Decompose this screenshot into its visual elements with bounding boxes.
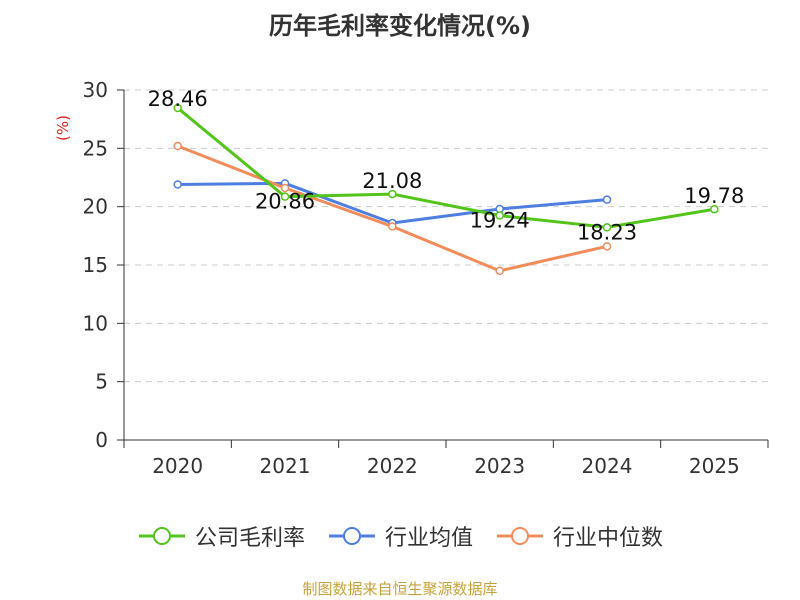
- data-point: [602, 195, 612, 204]
- data-point: [173, 141, 182, 151]
- x-tick-label: 2025: [689, 454, 740, 478]
- data-label: 20.86: [255, 190, 315, 214]
- legend-item[interactable]: 行业均值: [327, 520, 473, 552]
- data-point: [602, 242, 612, 251]
- legend-label: 行业中位数: [553, 526, 664, 551]
- data-point: [280, 183, 290, 193]
- data-point: [173, 103, 182, 113]
- legend-label: 公司毛利率: [194, 526, 305, 551]
- series-line: [177, 144, 608, 273]
- x-tick-label: 2020: [152, 454, 203, 478]
- y-tick-label: 30: [83, 78, 108, 102]
- y-tick-label: 20: [83, 195, 108, 219]
- y-tick-label: 15: [83, 253, 108, 277]
- legend-swatch: [328, 527, 375, 545]
- data-point: [495, 211, 504, 220]
- legend-label: 行业均值: [384, 526, 473, 551]
- grid-lines: [124, 89, 768, 383]
- legend-swatch: [497, 527, 543, 545]
- series-line: [176, 106, 715, 229]
- data-point: [388, 222, 397, 231]
- data-label: 18.23: [577, 220, 637, 244]
- y-tick-label: 0: [95, 428, 108, 452]
- legend-item[interactable]: 公司毛利率: [137, 520, 305, 552]
- data-label: 19.78: [684, 184, 744, 208]
- data-label: 19.24: [470, 209, 530, 233]
- data-point: [495, 266, 504, 276]
- source-note: 制图数据来自恒生聚源数据库: [302, 580, 498, 598]
- y-axis-label: (%): [54, 115, 72, 141]
- x-tick-label: 2024: [582, 454, 633, 478]
- y-tick-label: 5: [95, 370, 108, 394]
- data-label: 21.08: [362, 169, 422, 193]
- y-tick-label: 25: [83, 136, 108, 160]
- legend: 公司毛利率 行业均值 行业中位数: [0, 520, 800, 552]
- series-lines: [173, 103, 719, 276]
- data-point: [710, 204, 719, 214]
- x-tick-label: 2023: [474, 454, 525, 478]
- data-point: [388, 189, 397, 199]
- y-tick-label: 10: [83, 311, 108, 335]
- legend-item[interactable]: 行业中位数: [495, 520, 663, 552]
- x-tick-label: 2021: [260, 454, 311, 478]
- data-label: 28.46: [148, 87, 208, 111]
- x-tick-label: 2022: [367, 454, 418, 478]
- legend-swatch: [138, 527, 185, 545]
- data-point: [280, 192, 290, 201]
- data-labels: 28.46 20.86 21.08 19.24 18.23 19.78: [148, 87, 745, 244]
- chart-title: 历年毛利率变化情况(%): [269, 12, 531, 40]
- data-point: [173, 180, 182, 189]
- data-point: [602, 223, 612, 232]
